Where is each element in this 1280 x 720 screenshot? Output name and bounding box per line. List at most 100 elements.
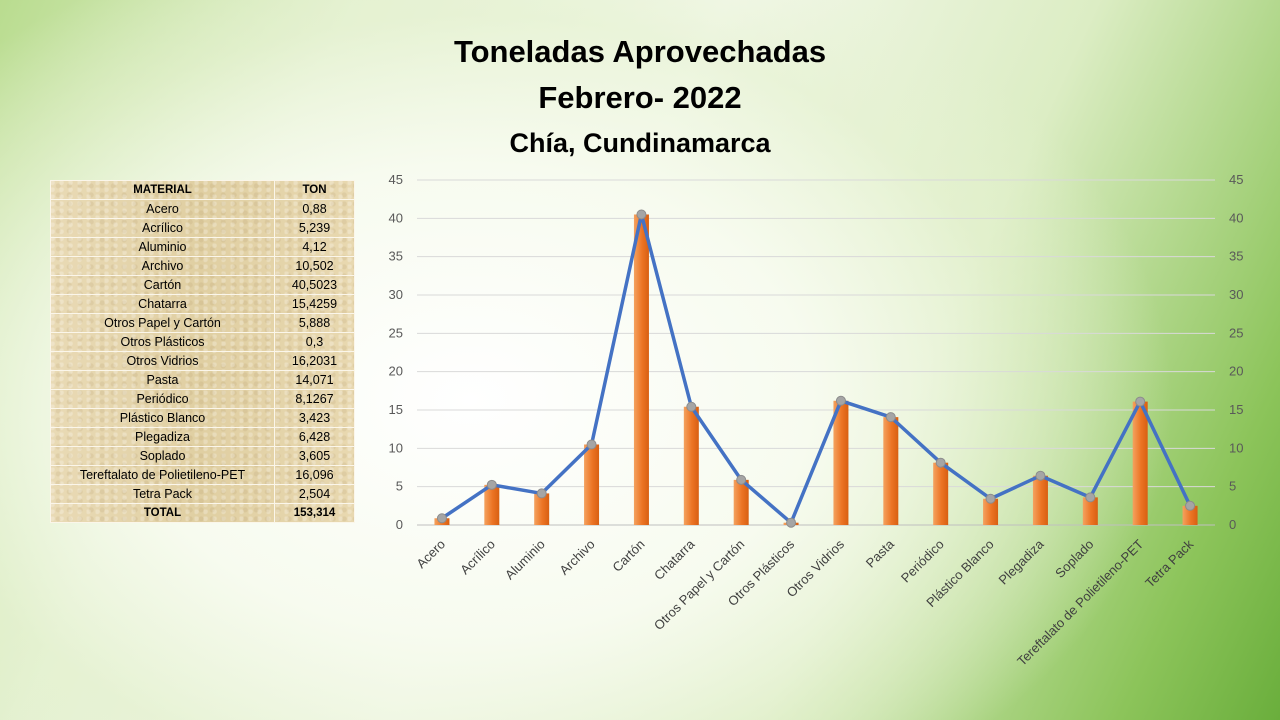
bar (833, 400, 849, 525)
material-cell: Tetra Pack (50, 484, 275, 504)
ton-cell: 0,3 (274, 332, 355, 352)
material-cell: Acero (50, 199, 275, 219)
material-cell: Otros Vidrios (50, 351, 275, 371)
table-row: Otros Vidrios 16,2031 (50, 351, 355, 371)
y-tick-label-left: 10 (389, 440, 403, 455)
line-marker (985, 493, 996, 504)
table-header-row: MATERIAL TON (50, 180, 355, 200)
ton-cell: 8,1267 (274, 389, 355, 409)
material-cell: TOTAL (50, 503, 275, 523)
ton-cell: 15,4259 (274, 294, 355, 314)
y-tick-label-right: 15 (1229, 402, 1243, 417)
table-row: Cartón 40,5023 (50, 275, 355, 295)
material-cell: Plegadiza (50, 427, 275, 447)
table-row: Plástico Blanco 3,423 (50, 408, 355, 428)
material-cell: Archivo (50, 256, 275, 276)
x-tick-label: Soplado (1052, 537, 1096, 581)
ton-cell: 3,423 (274, 408, 355, 428)
bar (1032, 475, 1048, 525)
y-tick-label-left: 5 (396, 479, 403, 494)
material-cell: Acrílico (50, 218, 275, 238)
x-tick-label: Acero (413, 537, 448, 572)
line-marker (1035, 470, 1046, 481)
x-tick-label: Tetra Pack (1142, 536, 1196, 590)
ton-cell: TON (274, 180, 355, 200)
y-tick-label-left: 15 (389, 402, 403, 417)
tonnage-chart: 0 5 10 15 20 25 30 35 40 45 0 5 10 15 20 25 30 35 40 45 Ac… (389, 172, 1244, 669)
x-tick-label: Archivo (556, 537, 597, 578)
material-cell: Soplado (50, 446, 275, 466)
y-tick-label-right: 10 (1229, 440, 1243, 455)
ton-cell: 10,502 (274, 256, 355, 276)
bar (584, 444, 600, 525)
line-marker (436, 513, 447, 524)
material-cell: Aluminio (50, 237, 275, 257)
y-tick-label-right: 20 (1229, 364, 1243, 379)
x-tick-label: Cartón (609, 537, 647, 575)
y-tick-label-right: 40 (1229, 210, 1243, 225)
line-marker (786, 517, 797, 528)
table-row: Otros Plásticos 0,3 (50, 332, 355, 352)
y-tick-label-right: 25 (1229, 325, 1243, 340)
line-marker (1135, 396, 1146, 407)
y-tick-label-left: 0 (396, 517, 403, 532)
bar (733, 479, 749, 525)
y-tick-label-left: 45 (389, 172, 403, 187)
bar (933, 462, 949, 525)
series-line (440, 212, 1192, 525)
bar (633, 214, 649, 525)
material-cell: Tereftalato de Polietileno-PET (50, 465, 275, 485)
ton-cell: 16,2031 (274, 351, 355, 371)
x-tick-label: Acrílico (457, 537, 498, 578)
material-cell: Plástico Blanco (50, 408, 275, 428)
line-marker (935, 457, 946, 468)
material-cell: Chatarra (50, 294, 275, 314)
y-tick-label-left: 30 (389, 287, 403, 302)
line-marker (686, 401, 697, 412)
line-marker (1185, 500, 1196, 511)
material-cell: Cartón (50, 275, 275, 295)
ton-cell: 4,12 (274, 237, 355, 257)
x-tick-label: Chatarra (651, 536, 698, 583)
table-row: Tereftalato de Polietileno-PET 16,096 (50, 465, 355, 485)
x-tick-label: Pasta (863, 536, 898, 571)
y-tick-label-left: 35 (389, 249, 403, 264)
line-marker (486, 479, 497, 490)
bar (1082, 497, 1098, 525)
line-marker (736, 474, 747, 485)
line-marker (586, 439, 597, 450)
table-row: Pasta 14,071 (50, 370, 355, 390)
y-tick-label-right: 45 (1229, 172, 1243, 187)
material-cell: Pasta (50, 370, 275, 390)
line-marker (885, 412, 896, 423)
material-cell: MATERIAL (50, 180, 275, 200)
bar (1132, 401, 1148, 525)
table-row: Periódico 8,1267 (50, 389, 355, 409)
material-cell: Periódico (50, 389, 275, 409)
ton-cell: 5,888 (274, 313, 355, 333)
y-tick-label-right: 30 (1229, 287, 1243, 302)
x-tick-label: Plegadiza (996, 536, 1048, 588)
table-row: Soplado 3,605 (50, 446, 355, 466)
table-row: Chatarra 15,4259 (50, 294, 355, 314)
y-tick-label-left: 40 (389, 210, 403, 225)
chart-title-period: Febrero- 2022 (538, 80, 742, 115)
y-tick-label-right: 35 (1229, 249, 1243, 264)
table-row: Otros Papel y Cartón 5,888 (50, 313, 355, 333)
ton-cell: 2,504 (274, 484, 355, 504)
bar (484, 484, 500, 525)
table-row: Acrílico 5,239 (50, 218, 355, 238)
ton-cell: 0,88 (274, 199, 355, 219)
y-tick-label-right: 5 (1229, 479, 1236, 494)
bar (983, 498, 999, 525)
ton-cell: 5,239 (274, 218, 355, 238)
line-marker (835, 395, 846, 406)
table-row: Aluminio 4,12 (50, 237, 355, 257)
x-tick-label: Aluminio (502, 537, 548, 583)
x-tick-label: Periódico (898, 537, 947, 586)
ton-cell: 40,5023 (274, 275, 355, 295)
ton-cell: 3,605 (274, 446, 355, 466)
material-cell: Otros Plásticos (50, 332, 275, 352)
ton-cell: 153,314 (274, 503, 355, 523)
y-tick-label-left: 25 (389, 325, 403, 340)
